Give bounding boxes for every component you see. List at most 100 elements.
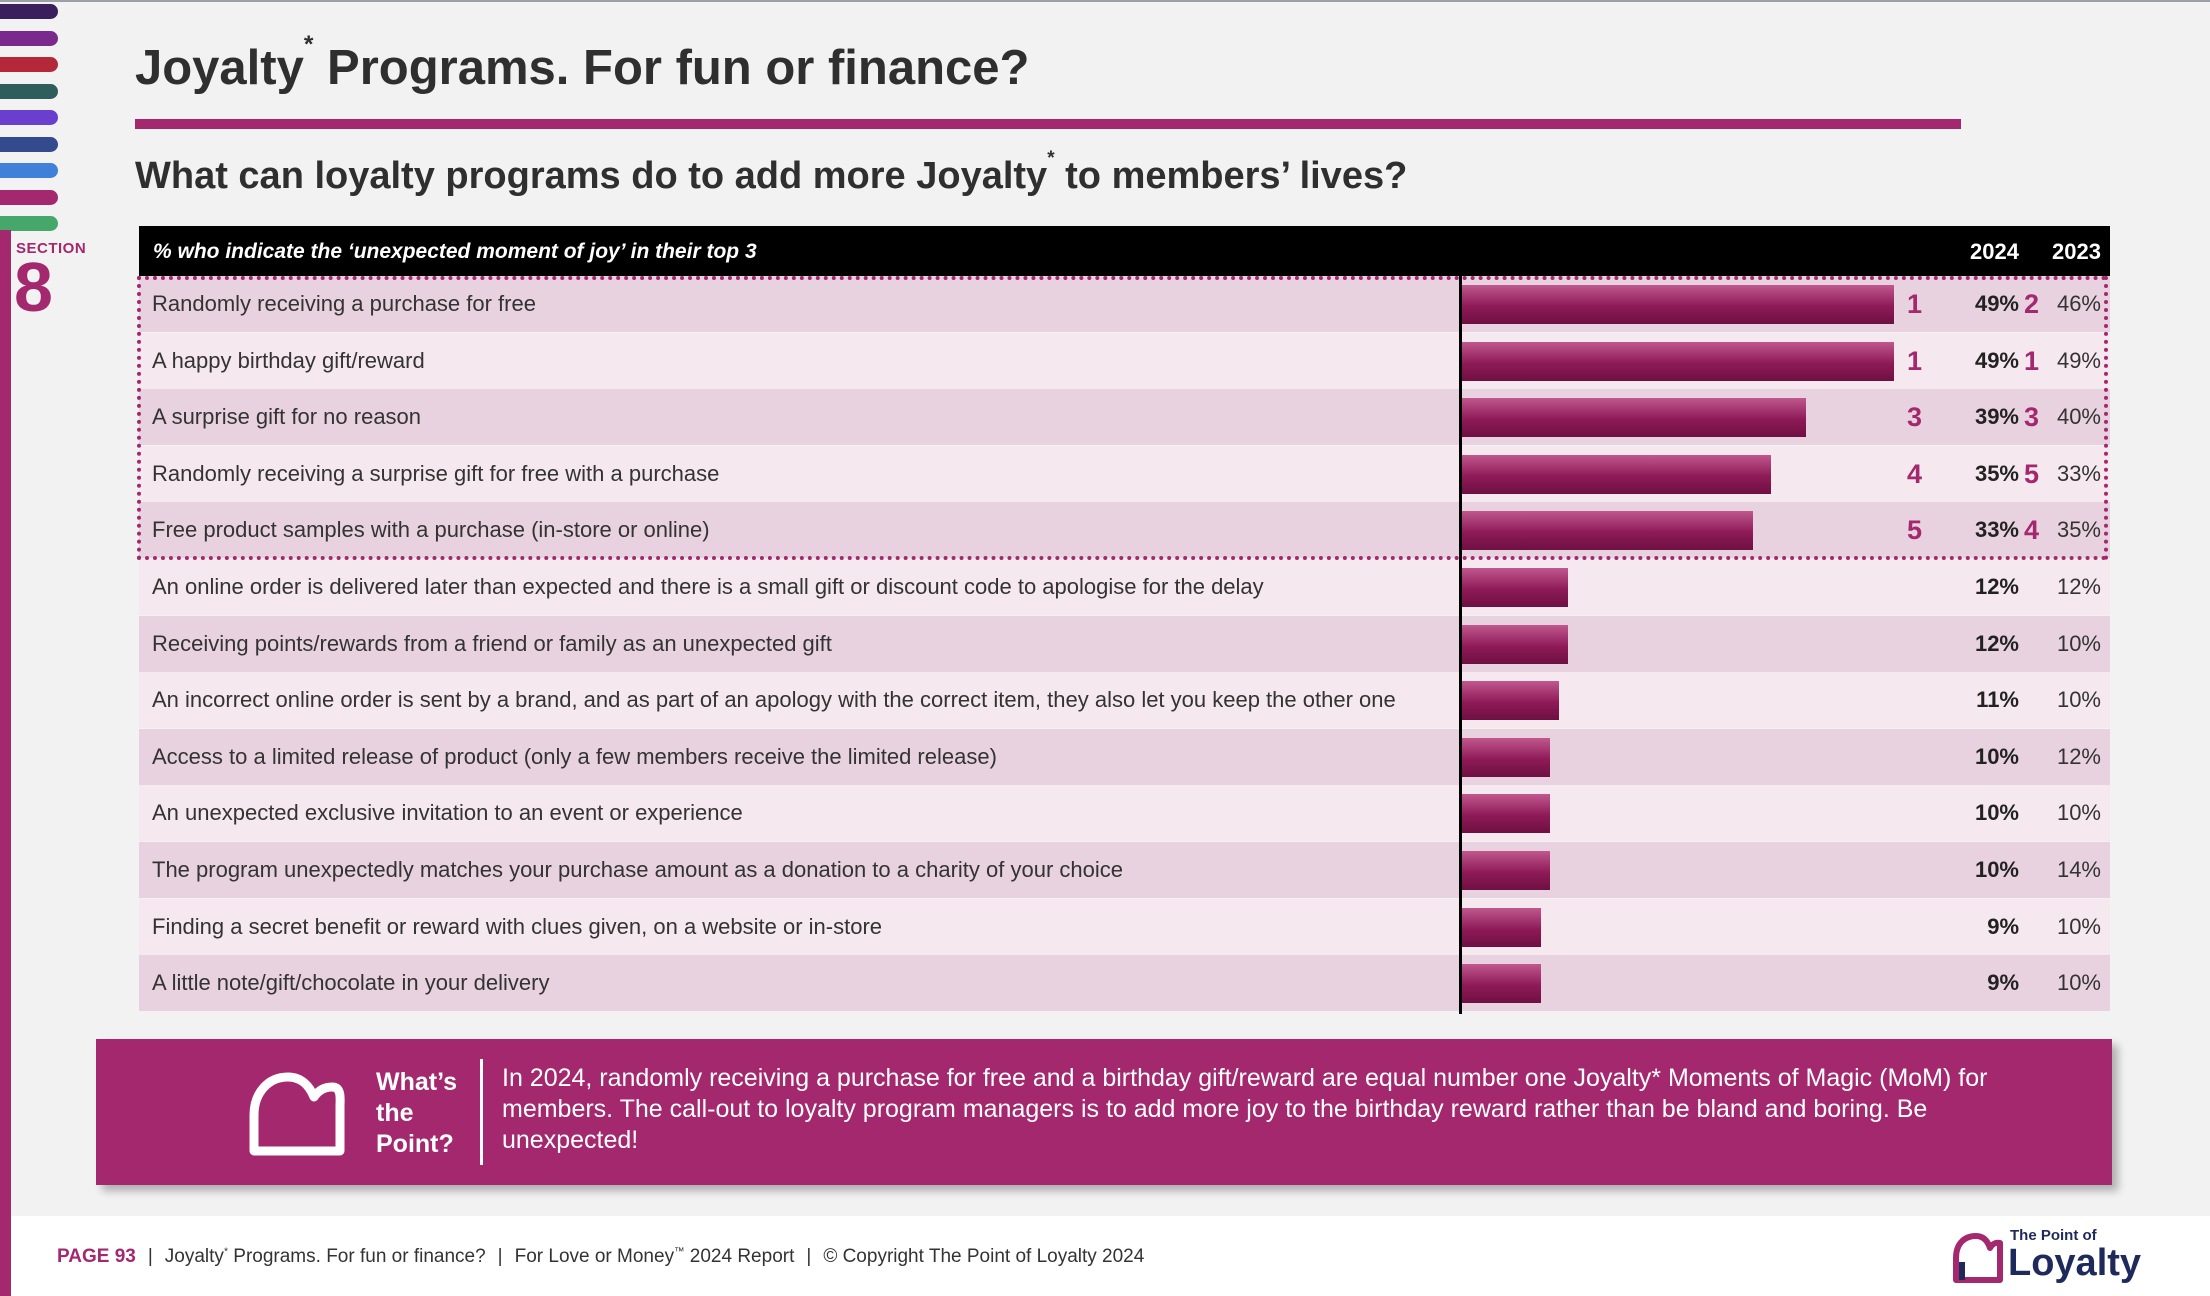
section-tab-1 — [0, 4, 58, 19]
table-row: Randomly receiving a purchase for free 1 4… — [139, 276, 2110, 332]
bar-2024 — [1462, 737, 1551, 777]
rank-2024: 4 — [1906, 458, 1922, 489]
category-label: A little note/gift/chocolate in your del… — [152, 970, 550, 996]
section-tab-2 — [0, 30, 58, 46]
table-row: Finding a secret benefit or reward with … — [139, 898, 2110, 955]
whats-the-point-callout: What’s the Point? In 2024, randomly rece… — [96, 1039, 2112, 1185]
bar-2024 — [1462, 285, 1894, 324]
value-2024: 49% — [1974, 291, 2019, 316]
column-header-2023: 2023 — [2052, 239, 2101, 264]
table-row: A little note/gift/chocolate in your del… — [139, 955, 2110, 1012]
table-row: Free product samples with a purchase (in… — [139, 502, 2110, 559]
value-2024: 49% — [1974, 347, 2019, 373]
rank-2023: 4 — [2023, 515, 2039, 546]
table-row: An online order is delivered later than … — [139, 559, 2110, 615]
table-header: % who indicate the ‘unexpected moment of… — [139, 226, 2110, 276]
rank-2023: 2 — [2023, 289, 2039, 319]
value-2023: 33% — [2056, 460, 2101, 486]
category-label: Free product samples with a purchase (in… — [152, 517, 710, 543]
bar-2024 — [1462, 511, 1753, 551]
table-row: Receiving points/rewards from a friend o… — [139, 615, 2110, 672]
footer-copyright: © Copyright The Point of Loyalty 2024 — [823, 1246, 1145, 1267]
value-2023: 49% — [2056, 347, 2101, 373]
value-2024: 11% — [1976, 687, 2019, 713]
value-2024: 39% — [1974, 404, 2019, 430]
category-label: An incorrect online order is sent by a b… — [152, 687, 1396, 713]
footer-report: For Love or Money™ 2024 Report — [514, 1246, 795, 1267]
top-rule — [0, 0, 2210, 2]
table-row: Access to a limited release of product (… — [139, 728, 2110, 785]
bar-2024 — [1462, 964, 1542, 1004]
value-2024: 9% — [1987, 970, 2019, 996]
value-2024: 10% — [1974, 800, 2019, 826]
table-row: A surprise gift for no reason 3 39% 3 40% — [139, 389, 2110, 446]
value-2023: 10% — [2056, 800, 2101, 826]
logo-heart-icon — [1953, 1233, 2003, 1283]
bar-2024 — [1462, 454, 1771, 494]
value-2024: 12% — [1974, 630, 2019, 656]
heading-line-3: Point? — [376, 1130, 454, 1158]
rank-2024: 5 — [1906, 515, 1922, 546]
rank-2023: 3 — [2023, 402, 2039, 433]
section-tab-5 — [0, 110, 58, 125]
whats-the-point-heading: What’s the Point? — [376, 1067, 457, 1160]
bar-2024 — [1462, 851, 1551, 890]
category-label: A happy birthday gift/reward — [152, 347, 425, 373]
value-2023: 12% — [2056, 743, 2101, 769]
table-row: The program unexpectedly matches your pu… — [139, 842, 2110, 898]
bar-2024 — [1462, 341, 1894, 381]
value-2023: 40% — [2056, 404, 2101, 430]
bar-2024 — [1462, 794, 1551, 834]
left-accent-bar — [0, 230, 11, 1296]
category-label: Finding a secret benefit or reward with … — [152, 913, 883, 939]
section-tab-3 — [0, 57, 58, 72]
heart-icon — [249, 1072, 345, 1156]
table-row: A happy birthday gift/reward 1 49% 1 49% — [139, 332, 2110, 389]
value-2024: 12% — [1974, 574, 2019, 599]
category-label: Randomly receiving a surprise gift for f… — [152, 460, 720, 486]
value-2023: 10% — [2056, 970, 2101, 996]
chart-subtitle: What can loyalty programs do to add more… — [135, 148, 1408, 197]
page-number: PAGE 93 — [57, 1246, 136, 1267]
heading-line-2: the — [376, 1099, 414, 1127]
value-2024: 33% — [1974, 517, 2019, 543]
value-2024: 35% — [1974, 460, 2019, 486]
category-label: Receiving points/rewards from a friend o… — [152, 630, 832, 656]
rank-2024: 1 — [1906, 289, 1922, 319]
brand-logo: The Point of Loyalty — [1950, 1226, 2150, 1288]
value-2023: 12% — [2056, 574, 2101, 599]
value-2023: 35% — [2056, 517, 2101, 543]
category-label: Access to a limited release of product (… — [152, 743, 997, 769]
section-tab-6 — [0, 136, 58, 152]
callout-divider — [480, 1059, 483, 1165]
category-label: A surprise gift for no reason — [152, 404, 422, 430]
category-label: An online order is delivered later than … — [152, 574, 1264, 599]
title-rule — [135, 119, 1961, 129]
section-label: SECTION — [16, 240, 87, 257]
bar-2024 — [1462, 624, 1568, 664]
category-label: An unexpected exclusive invitation to an… — [152, 800, 743, 826]
rank-2023: 1 — [2023, 345, 2039, 376]
table-row: An incorrect online order is sent by a b… — [139, 672, 2110, 729]
section-number: 8 — [14, 248, 53, 326]
value-2023: 10% — [2056, 687, 2101, 713]
table-header-label: % who indicate the ‘unexpected moment of… — [153, 240, 757, 263]
value-2023: 10% — [2056, 913, 2101, 939]
section-tab-4 — [0, 83, 58, 99]
rank-2023: 5 — [2023, 458, 2039, 489]
bar-axis-line — [1459, 272, 1462, 1014]
bar-2024 — [1462, 398, 1806, 438]
section-tab-7 — [0, 163, 58, 178]
heading-line-1: What’s — [376, 1068, 458, 1096]
section-tab-8 — [0, 189, 58, 205]
rank-2024: 3 — [1906, 402, 1922, 433]
section-tab-9 — [0, 216, 58, 231]
page-footer: PAGE 93 | Joyalty* Programs. For fun or fi… — [57, 1246, 1145, 1267]
table-row: An unexpected exclusive invitation to an… — [139, 785, 2110, 842]
value-2024: 10% — [1974, 857, 2019, 882]
footer-title: Joyalty* Programs. For fun or finance? — [164, 1246, 486, 1267]
category-label: Randomly receiving a purchase for free — [152, 291, 536, 316]
column-header-2024: 2024 — [1970, 239, 2019, 264]
value-2023: 14% — [2056, 857, 2101, 882]
value-2024: 9% — [1987, 913, 2019, 939]
